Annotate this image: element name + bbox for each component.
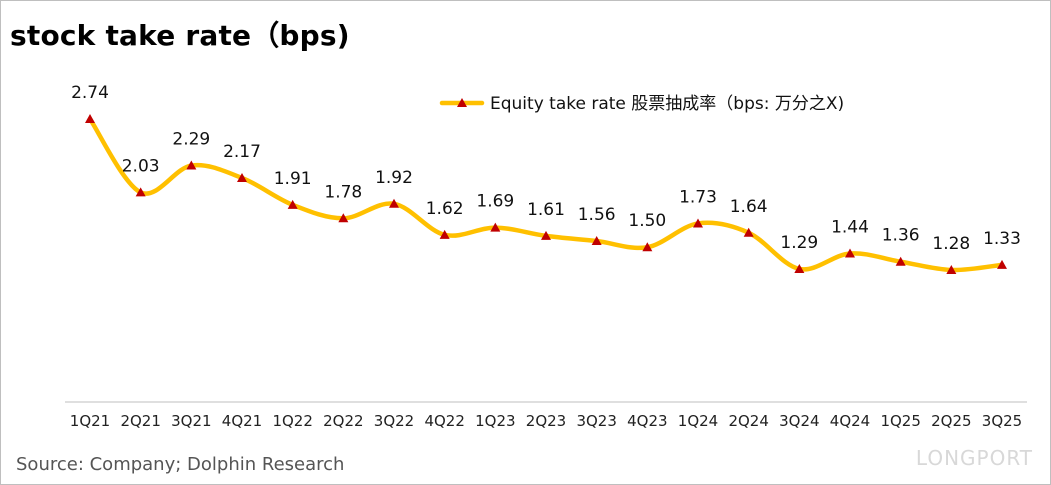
data-label: 1.44 <box>831 217 869 237</box>
data-label: 1.73 <box>679 187 717 207</box>
data-label: 2.03 <box>122 156 160 176</box>
x-tick-label: 4Q24 <box>830 412 870 430</box>
data-point-marker <box>794 263 805 273</box>
data-point-marker <box>389 198 399 208</box>
x-tick-label: 4Q21 <box>222 412 262 430</box>
x-tick-label: 2Q21 <box>120 412 160 430</box>
data-label: 1.61 <box>527 200 565 220</box>
data-point-marker <box>642 242 653 252</box>
x-tick-label: 2Q24 <box>728 412 768 430</box>
data-label: 1.92 <box>375 168 413 188</box>
x-tick-label: 3Q21 <box>171 412 211 430</box>
brand-watermark: LONGPORT <box>915 446 1033 470</box>
data-point-marker <box>845 248 855 258</box>
data-point-marker <box>541 230 551 240</box>
data-point-marker <box>895 256 906 266</box>
data-label: 2.17 <box>223 142 261 162</box>
legend: Equity take rate 股票抽成率（bps: 万分之X) <box>439 94 844 114</box>
data-point-marker <box>287 199 298 209</box>
x-tick-label: 2Q23 <box>526 412 566 430</box>
x-tick-label: 4Q23 <box>627 412 667 430</box>
x-tick-label: 3Q22 <box>374 412 414 430</box>
x-tick-label: 1Q21 <box>70 412 110 430</box>
data-label: 2.74 <box>71 83 109 103</box>
data-label: 1.33 <box>983 229 1021 249</box>
legend-marker-swatch <box>457 98 467 107</box>
data-label: 1.62 <box>426 199 464 219</box>
data-point-marker <box>338 213 349 223</box>
data-label: 1.78 <box>324 182 362 202</box>
data-point-marker <box>186 160 197 170</box>
data-point-marker <box>743 227 754 237</box>
x-tick-label: 3Q24 <box>779 412 819 430</box>
data-point-marker <box>135 187 146 197</box>
data-label: 1.56 <box>578 205 616 225</box>
data-point-marker <box>946 265 957 274</box>
legend-label: Equity take rate 股票抽成率（bps: 万分之X) <box>490 94 844 114</box>
data-point-marker <box>439 229 450 239</box>
data-label: 1.36 <box>882 226 920 246</box>
data-label: 1.64 <box>730 197 768 217</box>
data-label: 2.29 <box>172 130 210 150</box>
data-point-marker <box>85 114 95 123</box>
data-label: 1.69 <box>476 192 514 212</box>
data-label: 1.50 <box>628 211 666 231</box>
data-label: 1.29 <box>780 233 818 253</box>
x-tick-label: 1Q22 <box>272 412 312 430</box>
data-label: 1.91 <box>274 169 312 189</box>
data-point-marker <box>591 236 602 246</box>
data-point-marker <box>693 218 703 228</box>
chart-title: stock take rate（bps) <box>10 19 350 52</box>
x-tick-label: 2Q22 <box>323 412 363 430</box>
data-label: 1.28 <box>932 234 970 254</box>
data-point-marker <box>997 259 1007 269</box>
source-note: Source: Company; Dolphin Research <box>16 454 345 475</box>
x-tick-label: 1Q24 <box>678 412 718 430</box>
x-tick-label: 1Q25 <box>880 412 920 430</box>
data-point-marker <box>490 222 501 232</box>
data-point-marker <box>237 172 247 182</box>
x-tick-label: 3Q25 <box>982 412 1022 430</box>
x-tick-label: 2Q25 <box>931 412 971 430</box>
x-tick-label: 3Q23 <box>576 412 616 430</box>
x-tick-label: 4Q22 <box>424 412 464 430</box>
x-tick-label: 1Q23 <box>475 412 515 430</box>
